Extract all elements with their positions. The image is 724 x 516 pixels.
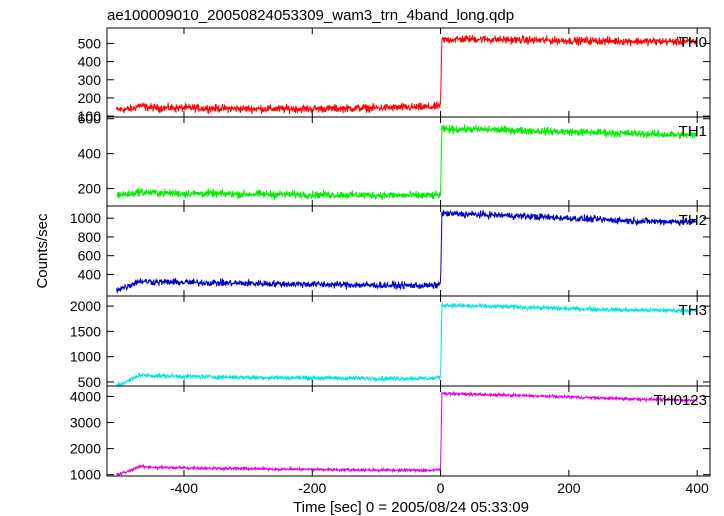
- panel-label: TH0: [679, 34, 707, 51]
- y-tick-label: 2000: [70, 298, 101, 314]
- x-tick-label: -200: [298, 480, 326, 496]
- y-tick-label: 2000: [70, 441, 101, 457]
- y-tick-label: 1000: [70, 467, 101, 483]
- y-tick-label: 1000: [70, 210, 101, 226]
- y-tick-label: 800: [78, 229, 102, 245]
- panel-frame: [106, 385, 711, 477]
- series-line-th3: [116, 302, 698, 386]
- x-tick-label: 400: [685, 480, 709, 496]
- y-axis-label: Counts/sec: [34, 213, 51, 289]
- panel-label: TH2: [679, 212, 707, 229]
- y-tick-label: 400: [78, 146, 102, 162]
- y-tick-label: 500: [78, 374, 102, 390]
- y-tick-label: 100: [78, 108, 102, 124]
- panel-th1: 200 400 600 TH1: [78, 111, 711, 207]
- panel-label: TH3: [679, 302, 707, 319]
- x-axis: -400 -200 0 200 400: [170, 480, 709, 496]
- series-line-th1: [116, 124, 698, 201]
- x-tick-label: 0: [437, 480, 445, 496]
- series-line-th0123: [116, 390, 698, 476]
- y-tick-label: 400: [78, 266, 102, 282]
- y-tick-label: 400: [78, 54, 102, 70]
- panel-th0: 100 200 300 400 500 TH0: [78, 27, 711, 124]
- y-tick-label: 600: [78, 248, 102, 264]
- x-tick-label: -400: [170, 480, 198, 496]
- y-tick-label: 200: [78, 90, 102, 106]
- y-tick-label: 1000: [70, 349, 101, 365]
- series-line-th0: [116, 34, 698, 115]
- panel-th2: 400 600 800 1000 TH2: [70, 205, 711, 297]
- y-tick-label: 500: [78, 35, 102, 51]
- y-tick-label: 1500: [70, 323, 101, 339]
- y-tick-label: 3000: [70, 415, 101, 431]
- x-tick-label: 200: [557, 480, 581, 496]
- panel-label: TH0123: [654, 392, 707, 409]
- x-axis-label: Time [sec] 0 = 2005/08/24 05:33:09: [293, 499, 529, 516]
- y-tick-label: 4000: [70, 388, 101, 404]
- series-line-th2: [116, 209, 698, 295]
- y-tick-label: 200: [78, 181, 102, 197]
- y-tick-label: 300: [78, 72, 102, 88]
- panel-label: TH1: [679, 123, 707, 140]
- panels: 100 200 300 400 500 TH0 200 400 600 TH1 400 600 800 1…: [70, 27, 711, 483]
- panel-th0123: 1000 2000 3000 4000 TH0123: [70, 385, 711, 483]
- panel-th3: 500 1000 1500 2000 TH3: [70, 295, 711, 390]
- y-tick-label: 600: [78, 111, 102, 127]
- chart-title: ae100009010_20050824053309_wam3_trn_4ban…: [107, 7, 514, 24]
